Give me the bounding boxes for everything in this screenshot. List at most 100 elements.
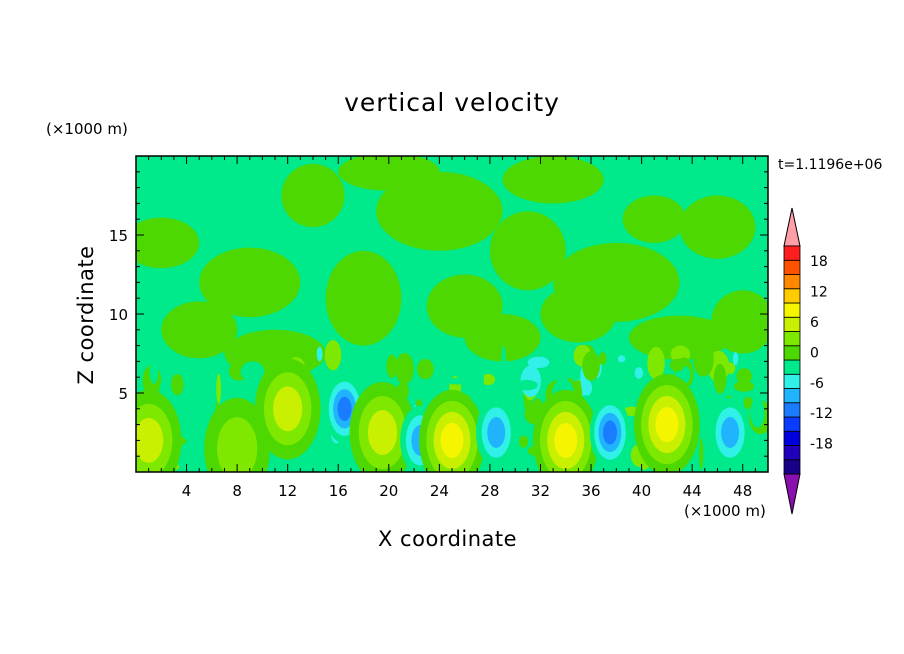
contour-cell — [554, 422, 578, 458]
contour-cell — [273, 386, 303, 432]
colorbar-segment — [783, 331, 801, 347]
colorbar-segment — [783, 274, 801, 290]
chart-title: vertical velocity — [344, 88, 560, 117]
contour-cell — [655, 407, 679, 443]
colorbar-tick-label: 0 — [810, 345, 819, 361]
x-tick-label: 12 — [278, 482, 297, 500]
contour-blob — [750, 398, 765, 428]
x-tick-label: 40 — [632, 482, 651, 500]
colorbar-segment — [783, 345, 801, 361]
contour-patch — [489, 211, 566, 291]
y-tick-label: 5 — [118, 385, 128, 403]
x-axis-unit: (×1000 m) — [684, 502, 766, 520]
contour-cell — [487, 417, 506, 448]
colorbar-segment — [783, 430, 801, 446]
contour-cell — [602, 420, 618, 445]
y-axis-label: Z coordinate — [74, 245, 98, 385]
x-tick-label: 44 — [683, 482, 702, 500]
contour-blob — [171, 373, 184, 396]
x-tick-label: 4 — [182, 482, 192, 500]
contour-blob — [417, 358, 434, 380]
contour-cell — [136, 417, 164, 463]
colorbar-segment — [783, 245, 801, 261]
contour-blob — [481, 373, 496, 386]
contour-patch — [376, 171, 503, 251]
contour-blob — [736, 368, 752, 385]
contour-cell — [216, 417, 258, 472]
colorbar-segment — [783, 373, 801, 389]
colorbar: 18 12 6 0 -6 -12 -18 — [783, 207, 833, 515]
colorbar-segment — [783, 388, 801, 404]
contour-blob — [699, 438, 704, 470]
contour-blob — [386, 354, 398, 379]
colorbar-segment — [783, 402, 801, 418]
contour-cell — [440, 422, 464, 458]
x-tick-label: 48 — [733, 482, 752, 500]
y-tick-label: 10 — [109, 306, 128, 324]
colorbar-over-arrow — [783, 207, 801, 247]
contour-blob — [527, 356, 550, 368]
x-tick-label: 16 — [329, 482, 348, 500]
colorbar-tick-label: -18 — [810, 437, 833, 453]
contour-blob — [582, 351, 600, 381]
x-tick-label: 24 — [430, 482, 449, 500]
colorbar-under-arrow — [783, 473, 801, 515]
y-axis-ticks: 5 10 15 — [109, 171, 768, 457]
contour-blob — [519, 435, 529, 448]
contour-cell — [337, 396, 352, 421]
contour-blob — [515, 379, 538, 391]
colorbar-segment — [783, 288, 801, 304]
colorbar-tick-label: -6 — [810, 376, 824, 392]
contour-blob — [634, 367, 644, 379]
contour-blob — [316, 346, 323, 362]
contour-blob — [669, 358, 685, 372]
contour-blob — [136, 345, 152, 364]
x-axis-label: X coordinate — [378, 527, 518, 551]
contour-patch — [540, 285, 617, 343]
contour-patch — [281, 163, 345, 228]
colorbar-tick-label: 18 — [810, 254, 828, 270]
contour-blob — [712, 463, 724, 471]
colorbar-segment — [783, 259, 801, 275]
contour-cell — [367, 410, 398, 455]
x-tick-label: 28 — [480, 482, 499, 500]
colorbar-segment — [783, 459, 801, 475]
contour-blob — [733, 380, 755, 392]
contour-blob — [647, 346, 665, 380]
contour-blob — [713, 363, 727, 394]
contour-patch — [199, 247, 301, 318]
x-tick-label: 32 — [531, 482, 550, 500]
contour-patch — [325, 250, 402, 346]
contour-patch — [679, 195, 756, 259]
y-tick-label: 15 — [109, 227, 128, 245]
contour-blob — [725, 362, 736, 375]
contour-blob — [743, 396, 753, 410]
contour-blob — [501, 345, 506, 373]
contour-blob — [395, 353, 414, 385]
contour-blob — [187, 390, 201, 400]
contour-patch — [136, 217, 200, 269]
contour-patch — [502, 156, 604, 204]
contour-patch — [161, 301, 238, 359]
colorbar-tick-label: 12 — [810, 285, 828, 301]
contour-cell — [721, 417, 740, 448]
x-axis-ticks: 4 8 12 16 20 24 28 32 36 40 44 48 — [148, 156, 756, 500]
contour-blob — [240, 361, 265, 383]
colorbar-tick-label: 6 — [810, 315, 819, 331]
colorbar-tick-label: -12 — [810, 406, 833, 422]
contour-blob — [149, 359, 159, 384]
x-tick-label: 36 — [581, 482, 600, 500]
colorbar-segment — [783, 359, 801, 375]
x-tick-label: 20 — [379, 482, 398, 500]
contour-blob — [598, 352, 607, 365]
z-axis-unit: (×1000 m) — [46, 120, 128, 138]
contour-blob — [216, 373, 222, 405]
contour-blob — [446, 377, 466, 385]
contour-patch — [338, 156, 440, 191]
time-label: t=1.1196e+06 — [778, 157, 883, 173]
contour-blob — [732, 351, 739, 366]
x-tick-label: 8 — [232, 482, 242, 500]
contour-blob — [463, 366, 484, 392]
